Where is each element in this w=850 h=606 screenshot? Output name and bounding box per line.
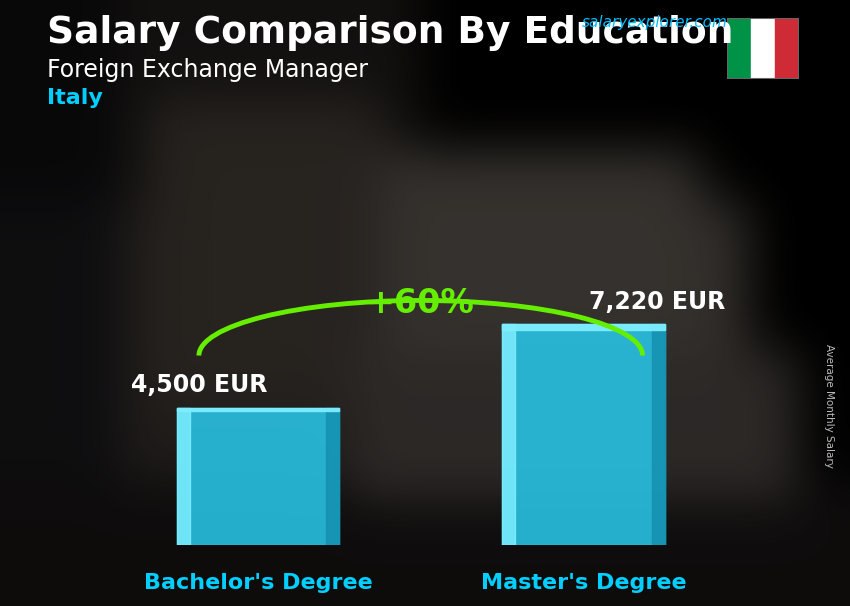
Bar [775, 18, 799, 79]
Text: 4,500 EUR: 4,500 EUR [131, 373, 267, 397]
Text: Master's Degree: Master's Degree [480, 573, 686, 593]
Text: Average Monthly Salary: Average Monthly Salary [824, 344, 834, 468]
Bar [502, 324, 515, 545]
Bar [326, 408, 339, 545]
Bar [177, 408, 339, 411]
Text: 7,220 EUR: 7,220 EUR [589, 290, 726, 314]
Text: Italy: Italy [47, 88, 103, 108]
Bar [177, 408, 190, 545]
Bar [727, 18, 751, 79]
Bar [751, 18, 775, 79]
Text: salaryexplorer.com: salaryexplorer.com [582, 15, 728, 30]
Bar [502, 324, 665, 330]
Text: Bachelor's Degree: Bachelor's Degree [144, 573, 372, 593]
Bar [652, 324, 665, 545]
Text: Salary Comparison By Education: Salary Comparison By Education [47, 15, 733, 51]
Text: Foreign Exchange Manager: Foreign Exchange Manager [47, 58, 368, 82]
Bar [502, 324, 665, 545]
Text: +60%: +60% [367, 287, 474, 320]
Bar [177, 408, 339, 545]
